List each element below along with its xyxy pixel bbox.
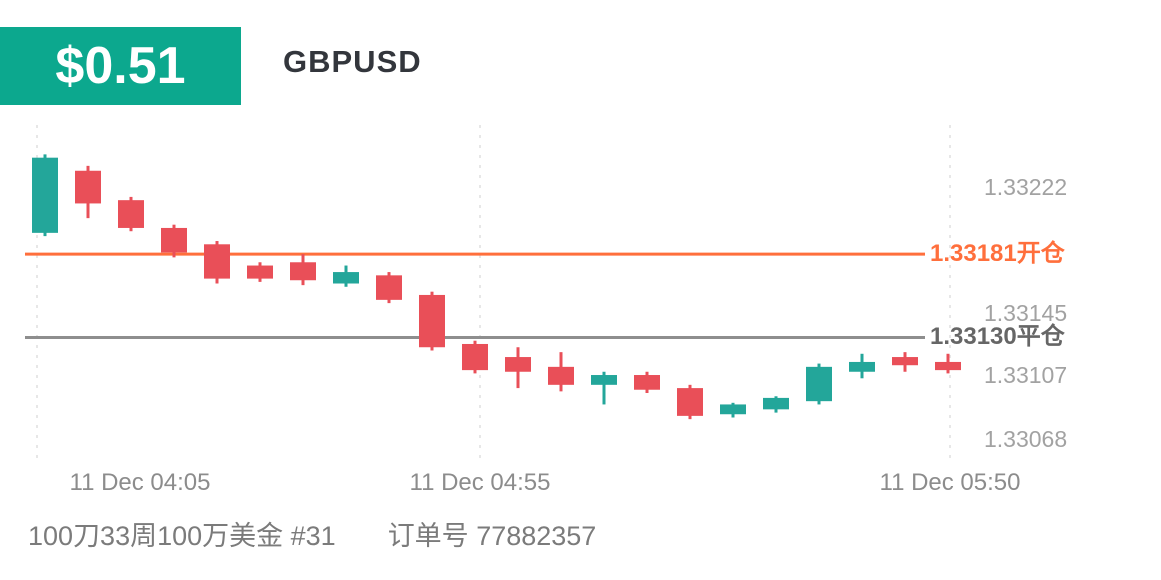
symbol-title: GBPUSD: [283, 44, 422, 79]
y-axis-tick: 1.33222: [984, 174, 1068, 201]
y-axis-tick: 1.33068: [984, 425, 1068, 452]
x-axis-tick: 11 Dec 05:50: [879, 469, 1021, 496]
x-axis-tick: 11 Dec 04:55: [409, 469, 551, 496]
order-info-bar: 100刀33周100万美金 #31 订单号 77882357: [28, 514, 596, 553]
x-axis-tick: 11 Dec 04:05: [69, 469, 211, 496]
profit-badge: $0.51: [0, 27, 241, 105]
candlestick-chart[interactable]: 1.33222 1.33145 1.33107 1.33068 1.33181开…: [0, 115, 1161, 470]
x-axis: 11 Dec 04:05 11 Dec 04:55 11 Dec 05:50: [0, 469, 1161, 501]
close-position-label: 1.33130平仓: [930, 323, 1065, 351]
open-position-label: 1.33181开仓: [930, 240, 1065, 268]
y-axis-tick: 1.33145: [984, 299, 1068, 326]
order-number: 订单号 77882357: [387, 521, 597, 551]
chart-canvas[interactable]: [0, 115, 1161, 470]
profit-value: $0.51: [55, 37, 186, 95]
position-title: 100刀33周100万美金 #31: [28, 521, 336, 551]
y-axis-tick: 1.33107: [984, 362, 1068, 389]
